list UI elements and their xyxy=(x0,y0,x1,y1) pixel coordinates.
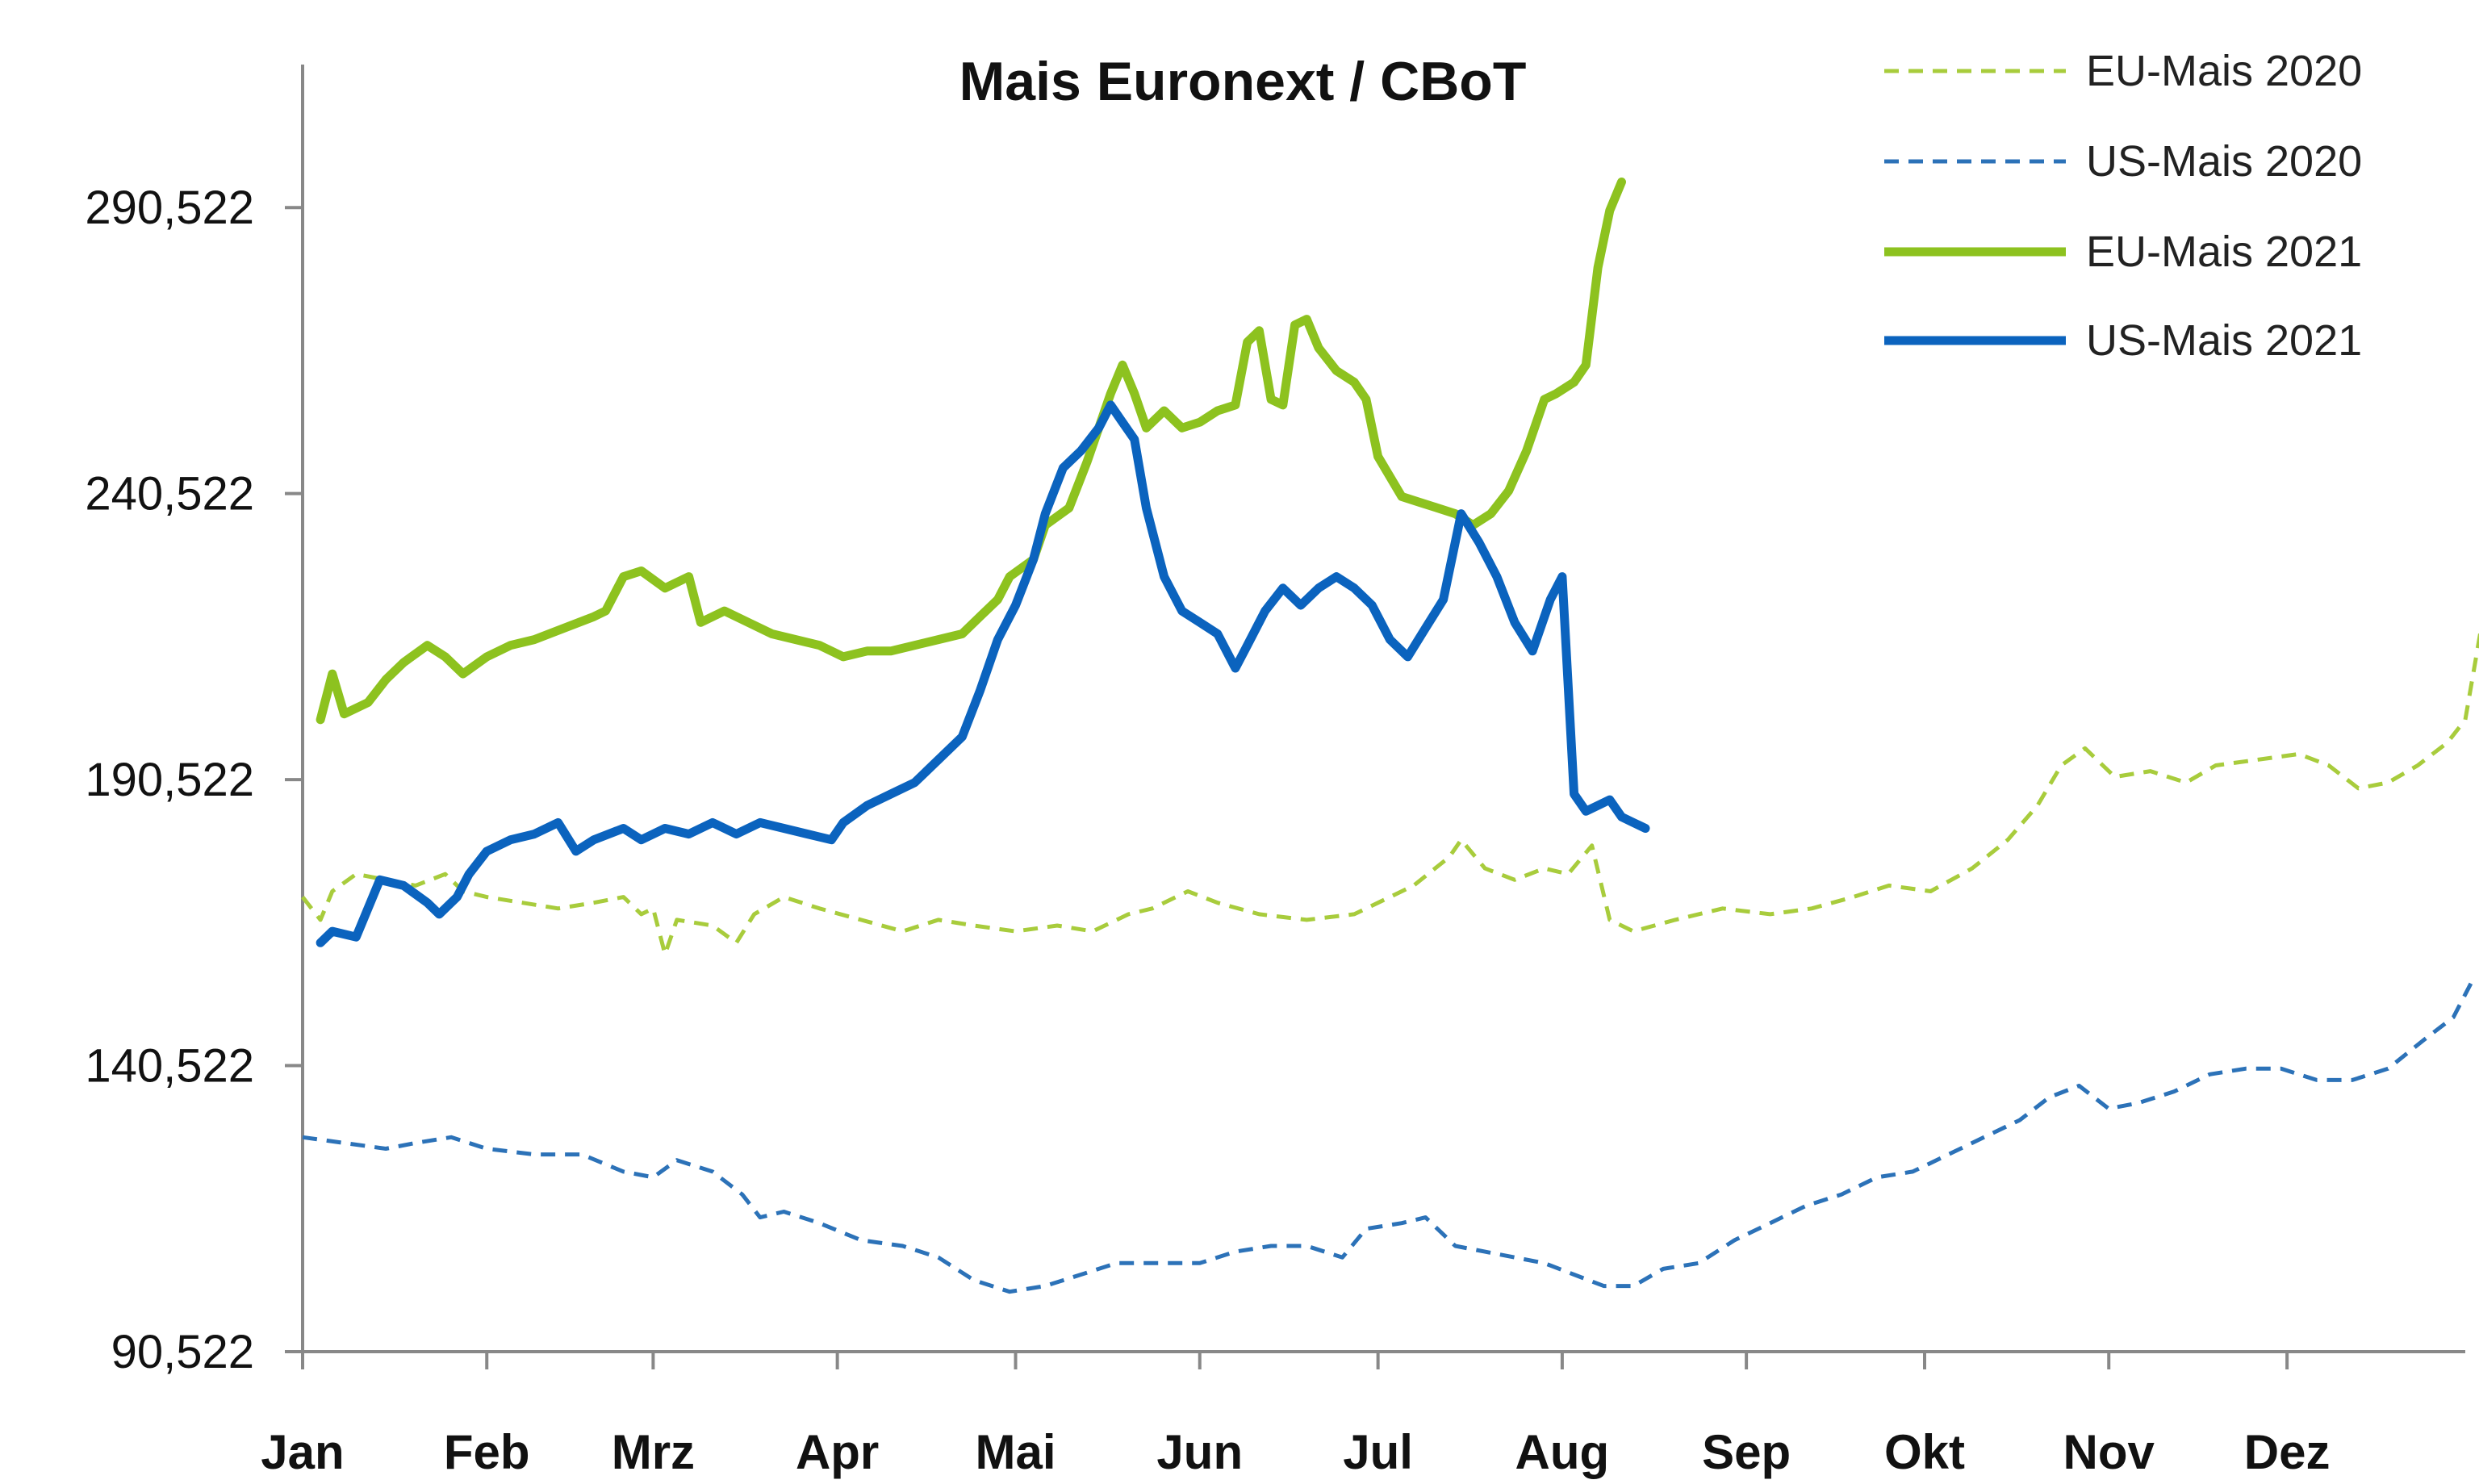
legend-label: EU-Mais 2021 xyxy=(2086,228,2362,276)
series-layer xyxy=(301,178,2479,1294)
axes: 90,522 140,522 190,522 240,522 290,522 Jan Feb… xyxy=(85,65,2465,1479)
legend-label: US-Mais 2021 xyxy=(2086,316,2362,365)
y-tick-label: 140,522 xyxy=(85,1040,254,1093)
x-tick-label: Sep xyxy=(1702,1425,1791,1479)
y-tick-label: 190,522 xyxy=(85,754,254,806)
x-tick-label: Dez xyxy=(2244,1425,2331,1479)
chart-title: Mais Euronext / CBoT xyxy=(959,51,1527,112)
series-line-eu-mais-2021 xyxy=(316,178,1626,725)
x-tick-label: Jan xyxy=(261,1425,344,1479)
x-tick-label: Apr xyxy=(796,1425,879,1479)
series-line-us-mais-2021 xyxy=(316,400,1650,947)
x-tick-label: Jun xyxy=(1156,1425,1243,1479)
legend-label: US-Mais 2020 xyxy=(2086,137,2362,186)
y-tick-label: 290,522 xyxy=(85,182,254,234)
x-tick-label: Mai xyxy=(976,1425,1056,1479)
x-tick-label: Jul xyxy=(1343,1425,1413,1479)
x-tick-label: Mrz xyxy=(612,1425,695,1479)
x-tick-label: Feb xyxy=(444,1425,530,1479)
x-tick-label: Nov xyxy=(2063,1425,2155,1479)
legend-label: EU-Mais 2020 xyxy=(2086,47,2362,95)
series-line-eu-mais-2020 xyxy=(301,628,2479,956)
y-tick-label: 90,522 xyxy=(111,1326,254,1378)
x-tick-label: Okt xyxy=(1884,1425,1965,1479)
series-line-us-mais-2020 xyxy=(302,981,2473,1294)
y-tick-label: 240,522 xyxy=(85,468,254,520)
legend: EU-Mais 2020 US-Mais 2020 EU-Mais 2021 US-M… xyxy=(1884,47,2362,365)
x-tick-label: Aug xyxy=(1515,1425,1610,1479)
